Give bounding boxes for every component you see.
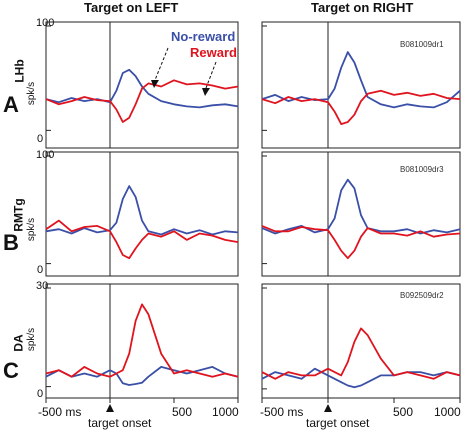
legend-arrow-no-reward: [154, 47, 169, 81]
series-line-reward-a-left: [45, 79, 239, 123]
legend-reward: Reward: [190, 45, 237, 60]
legend-arrow-head-no-reward-icon: [151, 80, 159, 88]
series-line-reward-b-left: [45, 219, 239, 260]
series-line-reward-c-left: [45, 303, 239, 378]
xtick-right-500: 500: [393, 405, 414, 419]
xtick-left-1000: 1000: [212, 405, 239, 419]
cell-id-a: B081009dr1: [400, 40, 444, 49]
ytick-b-min: 0: [37, 264, 44, 276]
legend-arrow-head-reward-icon: [202, 88, 210, 96]
series-line-reward-b-right: [261, 225, 461, 260]
series-line-no-reward-a-left: [45, 68, 239, 109]
series-line-reward-c-right: [261, 327, 461, 380]
series-line-no-reward-b-left: [45, 185, 239, 236]
xtick-right-neg500: -500 ms: [260, 405, 304, 419]
panel-frame-c-right: [261, 283, 461, 399]
series-line-no-reward-c-right: [261, 367, 461, 389]
onset-label-right: target onset: [306, 416, 370, 430]
xtick-left-500: 500: [172, 405, 193, 419]
ytick-a-min: 0: [37, 133, 44, 145]
panel-frame-a-right: [261, 21, 461, 149]
cell-id-c: B092509dr2: [400, 291, 444, 300]
row-letter-c: C: [3, 358, 19, 383]
series-line-no-reward-a-right: [261, 51, 461, 109]
onset-label-left: target onset: [88, 416, 152, 430]
legend-no-reward: No-reward: [171, 29, 236, 44]
panel-frame-c-left: [45, 283, 239, 399]
column-title-left: Target on LEFT: [84, 0, 179, 15]
series-line-no-reward-c-left: [45, 365, 239, 386]
onset-arrow-icon-left: [106, 404, 114, 412]
xtick-left-neg500: -500 ms: [38, 405, 82, 419]
panel-frame-b-right: [261, 151, 461, 277]
xtick-right-1000: 1000: [434, 405, 461, 419]
panel-frame-a-left: [45, 21, 239, 149]
onset-arrow-icon-right: [324, 404, 332, 412]
ytick-c-max: 30: [36, 280, 49, 292]
ytick-c-min: 0: [37, 388, 44, 400]
series-line-no-reward-b-right: [261, 178, 461, 235]
panel-frame-b-left: [45, 151, 239, 277]
row-letter-a: A: [3, 92, 19, 117]
row-letter-b: B: [3, 230, 19, 255]
cell-id-b: B081009dr3: [400, 165, 444, 174]
series-line-reward-a-right: [261, 89, 461, 125]
column-title-right: Target on RIGHT: [311, 0, 414, 15]
